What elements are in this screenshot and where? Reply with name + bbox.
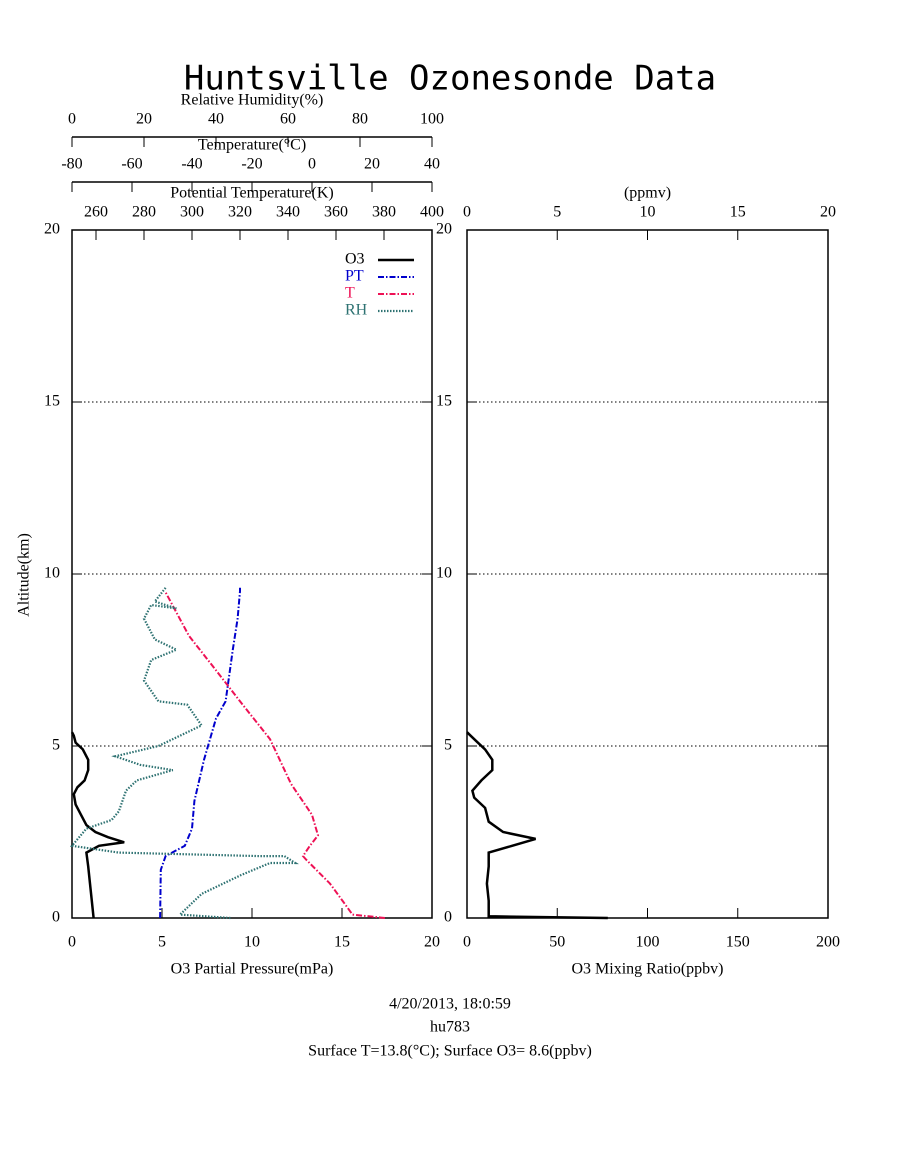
top-tick-label: 260 — [84, 204, 108, 221]
footer-id: hu783 — [430, 1019, 470, 1036]
x-tick-label: 200 — [816, 934, 840, 951]
x-tick-label: 20 — [424, 934, 440, 951]
x-axis-label: O3 Mixing Ratio(ppbv) — [572, 961, 724, 978]
profile-line — [69, 587, 299, 920]
y-tick-label: 15 — [436, 393, 452, 410]
top-tick-label: 80 — [352, 111, 368, 128]
top-tick-label: 20 — [820, 204, 836, 221]
top-tick-label: 0 — [463, 204, 471, 221]
y-tick-label: 5 — [444, 737, 452, 754]
top-tick-label: 60 — [280, 111, 296, 128]
top-tick-label: -80 — [61, 156, 82, 173]
footer-date: 4/20/2013, 18:0:59 — [389, 996, 511, 1013]
top-tick-label: 300 — [180, 204, 204, 221]
x-tick-label: 10 — [244, 934, 260, 951]
top-tick-label: 0 — [68, 111, 76, 128]
top-tick-label: 40 — [424, 156, 440, 173]
top-tick-label: 280 — [132, 204, 156, 221]
x-tick-label: 50 — [549, 934, 565, 951]
y-axis-label: Altitude(km) — [16, 533, 33, 617]
y-tick-label: 0 — [52, 909, 60, 926]
top-tick-label: -40 — [181, 156, 202, 173]
y-tick-label: 20 — [436, 221, 452, 238]
top-tick-label: -60 — [121, 156, 142, 173]
top-tick-label: 20 — [364, 156, 380, 173]
top-axis-label: Relative Humidity(%) — [181, 92, 324, 109]
x-axis-label: O3 Partial Pressure(mPa) — [171, 961, 334, 978]
y-tick-label: 10 — [44, 565, 60, 582]
figure-title: Huntsville Ozonesonde Data — [184, 59, 716, 99]
profile-line — [159, 587, 241, 919]
top-tick-label: 40 — [208, 111, 224, 128]
x-tick-label: 0 — [463, 934, 471, 951]
top-axis-label: Temperature(°C) — [198, 137, 306, 154]
top-tick-label: 10 — [640, 204, 656, 221]
top-tick-label: 400 — [420, 204, 444, 221]
y-tick-label: 20 — [44, 221, 60, 238]
y-tick-label: 0 — [444, 909, 452, 926]
y-tick-label: 15 — [44, 393, 60, 410]
top-tick-label: 100 — [420, 111, 444, 128]
x-tick-label: 15 — [334, 934, 350, 951]
top-tick-label: 0 — [308, 156, 316, 173]
legend-label: RH — [345, 302, 368, 319]
legend-label: T — [345, 285, 355, 302]
top-tick-label: 340 — [276, 204, 300, 221]
profile-line — [70, 731, 125, 919]
top-axis-label: (ppmv) — [624, 185, 671, 202]
top-tick-label: 20 — [136, 111, 152, 128]
x-tick-label: 5 — [158, 934, 166, 951]
top-tick-label: -20 — [241, 156, 262, 173]
x-tick-label: 100 — [636, 934, 660, 951]
top-tick-label: 320 — [228, 204, 252, 221]
top-tick-label: 360 — [324, 204, 348, 221]
profile-line — [164, 590, 386, 919]
top-tick-label: 15 — [730, 204, 746, 221]
x-tick-label: 0 — [68, 934, 76, 951]
top-tick-label: 5 — [553, 204, 561, 221]
profile-line — [466, 731, 608, 920]
top-axis-label: Potential Temperature(K) — [170, 185, 333, 202]
top-tick-label: 380 — [372, 204, 396, 221]
y-tick-label: 10 — [436, 565, 452, 582]
y-tick-label: 5 — [52, 737, 60, 754]
legend-label: PT — [345, 268, 364, 285]
legend-label: O3 — [345, 251, 365, 268]
x-tick-label: 150 — [726, 934, 750, 951]
footer-surface: Surface T=13.8(°C); Surface O3= 8.6(ppbv… — [308, 1043, 592, 1060]
